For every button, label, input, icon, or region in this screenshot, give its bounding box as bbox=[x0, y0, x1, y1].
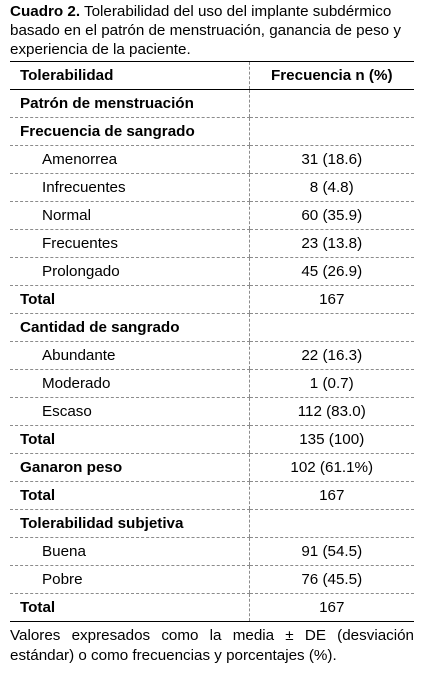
row-value bbox=[248, 313, 414, 342]
row-value: 167 bbox=[248, 285, 414, 314]
row-label: Moderado bbox=[10, 369, 249, 398]
row-label: Tolerabilidad subjetiva bbox=[10, 509, 249, 538]
row-value: 76 (45.5) bbox=[248, 565, 414, 594]
table-caption: Cuadro 2. Tolerabilidad del uso del impl… bbox=[10, 2, 414, 59]
table-row: Buena 91 (54.5) bbox=[10, 537, 414, 566]
table-row: Frecuentes 23 (13.8) bbox=[10, 229, 414, 258]
row-value: 23 (13.8) bbox=[248, 229, 414, 258]
row-value: 91 (54.5) bbox=[248, 537, 414, 566]
table-row: Total 167 bbox=[10, 593, 414, 622]
row-value: 167 bbox=[248, 593, 414, 622]
row-label: Total bbox=[10, 593, 249, 622]
table-row: Patrón de menstruación bbox=[10, 89, 414, 118]
row-value: 102 (61.1%) bbox=[248, 453, 414, 482]
row-value: 22 (16.3) bbox=[248, 341, 414, 370]
table-row: Pobre 76 (45.5) bbox=[10, 565, 414, 594]
row-label: Amenorrea bbox=[10, 145, 249, 174]
table-row: Normal 60 (35.9) bbox=[10, 201, 414, 230]
row-value: 8 (4.8) bbox=[248, 173, 414, 202]
table-body: Patrón de menstruación Frecuencia de sang… bbox=[10, 89, 414, 622]
row-label: Patrón de menstruación bbox=[10, 89, 249, 118]
tolerability-table: Tolerabilidad Frecuencia n (%) Patrón de… bbox=[10, 61, 414, 622]
row-label: Prolongado bbox=[10, 257, 249, 286]
row-value bbox=[248, 117, 414, 146]
table-row: Cantidad de sangrado bbox=[10, 313, 414, 342]
row-value: 167 bbox=[248, 481, 414, 510]
row-label: Total bbox=[10, 425, 249, 454]
table-row: Escaso 112 (83.0) bbox=[10, 397, 414, 426]
caption-text: Tolerabilidad del uso del implante subdé… bbox=[10, 3, 401, 58]
table-row: Tolerabilidad subjetiva bbox=[10, 509, 414, 538]
row-label: Total bbox=[10, 481, 249, 510]
row-value: 31 (18.6) bbox=[248, 145, 414, 174]
row-label: Buena bbox=[10, 537, 249, 566]
row-label: Total bbox=[10, 285, 249, 314]
row-value: 1 (0.7) bbox=[248, 369, 414, 398]
table-row: Ganaron peso 102 (61.1%) bbox=[10, 453, 414, 482]
row-label: Cantidad de sangrado bbox=[10, 313, 249, 342]
row-value bbox=[248, 89, 414, 118]
table-footnote: Valores expresados como la media ± DE (d… bbox=[10, 627, 414, 664]
table-row: Total 167 bbox=[10, 481, 414, 510]
table-row: Total 167 bbox=[10, 285, 414, 314]
caption-label: Cuadro 2. bbox=[10, 3, 81, 20]
row-value bbox=[248, 509, 414, 538]
table-row: Infrecuentes 8 (4.8) bbox=[10, 173, 414, 202]
row-label: Pobre bbox=[10, 565, 249, 594]
row-label: Infrecuentes bbox=[10, 173, 249, 202]
row-value: 112 (83.0) bbox=[248, 397, 414, 426]
table-row: Amenorrea 31 (18.6) bbox=[10, 145, 414, 174]
row-label: Abundante bbox=[10, 341, 249, 370]
row-value: 60 (35.9) bbox=[248, 201, 414, 230]
table-row: Total 135 (100) bbox=[10, 425, 414, 454]
row-label: Ganaron peso bbox=[10, 453, 249, 482]
column-header-frecuencia: Frecuencia n (%) bbox=[248, 61, 414, 90]
table-header-row: Tolerabilidad Frecuencia n (%) bbox=[10, 61, 414, 90]
row-value: 45 (26.9) bbox=[248, 257, 414, 286]
row-label: Escaso bbox=[10, 397, 249, 426]
table-row: Prolongado 45 (26.9) bbox=[10, 257, 414, 286]
row-label: Normal bbox=[10, 201, 249, 230]
table-row: Frecuencia de sangrado bbox=[10, 117, 414, 146]
row-label: Frecuencia de sangrado bbox=[10, 117, 249, 146]
table-row: Abundante 22 (16.3) bbox=[10, 341, 414, 370]
row-value: 135 (100) bbox=[248, 425, 414, 454]
row-label: Frecuentes bbox=[10, 229, 249, 258]
column-header-tolerabilidad: Tolerabilidad bbox=[10, 61, 249, 90]
table-row: Moderado 1 (0.7) bbox=[10, 369, 414, 398]
